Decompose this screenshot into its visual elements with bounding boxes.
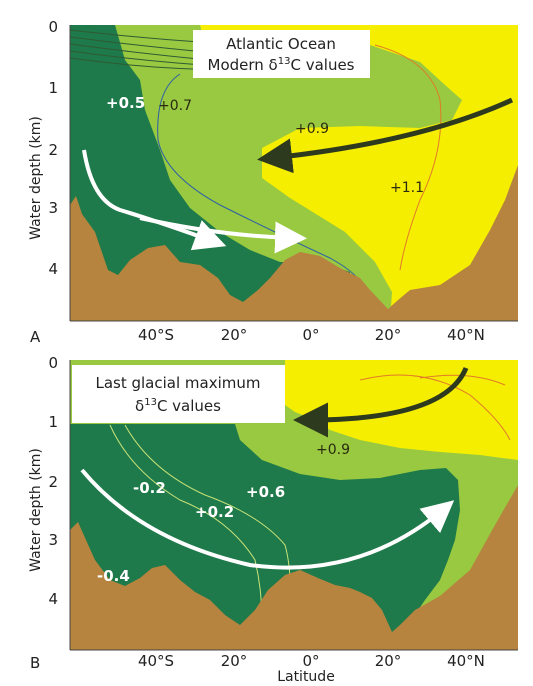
panel-a-seafloor [70,165,518,321]
panel-b-title-box: Last glacial maximum δ13C values [72,365,285,423]
panel-a-title-line2: Modern δ13C values [208,56,355,74]
x-tick-label: 40°N [447,326,485,344]
x-tick-label: 0° [302,326,319,344]
panel-a-white-arrow-upper [82,149,227,251]
x-tick-label: 20° [221,652,248,670]
x-tick-label: 40°N [447,652,485,670]
panel-b-x-ticks: 40°S 20° 0° 20° 40°N [138,652,485,670]
panel-a-y-ticks: 0 1 2 3 4 [48,18,58,278]
panel-a-title-box: Atlantic Ocean Modern δ13C values [193,30,370,78]
panel-b-value-label: +0.6 [246,483,285,501]
panel-b-value-label: +0.9 [316,442,350,458]
panel-a-x-ticks: 40°S 20° 0° 20° 40°N [138,326,485,344]
y-tick-label: 1 [48,79,58,97]
panel-b-dark-arrow [293,366,469,438]
x-tick-label: 40°S [138,652,174,670]
panel-b-seafloor [70,485,518,650]
x-tick-label: 40°S [138,326,174,344]
panel-b-letter: B [30,654,40,672]
y-tick-label: 2 [48,141,58,159]
panel-a-value-label: +0.9 [295,121,329,137]
panel-a-orange-contour [374,44,442,271]
panel-b-value-label: -0.4 [97,567,130,585]
panel-b-y-axis-title: Water depth (km) [28,448,44,572]
panel-a-dark-arrow [257,97,514,174]
y-tick-label: 2 [48,473,58,491]
panel-a-dark-green-water [70,25,360,321]
y-tick-label: 1 [48,413,58,431]
panel-a-y-axis-title: Water depth (km) [28,116,44,240]
panel-b-value-label: +0.2 [195,503,234,521]
panel-a-value-label: +0.7 [158,98,192,114]
panel-b: Last glacial maximum δ13C values +0.9 -0… [28,354,518,685]
y-tick-label: 3 [48,199,58,217]
panel-a-value-label: +0.5 [106,94,145,112]
x-tick-label: 20° [375,326,402,344]
panel-a: Atlantic Ocean Modern δ13C values +0.5 +… [28,18,518,346]
panel-b-contours-orange [359,374,511,441]
panel-a-title-line1: Atlantic Ocean [226,35,336,53]
x-tick-label: 0° [302,652,319,670]
panel-a-white-arrow-lower [139,216,307,254]
panel-b-y-ticks: 0 1 2 3 4 [48,354,58,608]
panel-b-title-line1: Last glacial maximum [95,374,260,392]
y-tick-label: 3 [48,531,58,549]
y-tick-label: 0 [48,18,58,36]
panel-a-blue-contour [157,73,361,283]
x-axis-title: Latitude [277,669,335,685]
x-tick-label: 20° [221,326,248,344]
panel-a-value-label: +1.1 [390,180,424,196]
y-tick-label: 0 [48,354,58,372]
y-tick-label: 4 [48,590,58,608]
x-tick-label: 20° [375,652,402,670]
y-tick-label: 4 [48,260,58,278]
panel-a-letter: A [30,328,41,346]
panel-b-white-arrow [80,468,455,570]
panel-b-value-label: -0.2 [133,479,166,497]
panel-b-title-line2: δ13C values [135,397,221,415]
